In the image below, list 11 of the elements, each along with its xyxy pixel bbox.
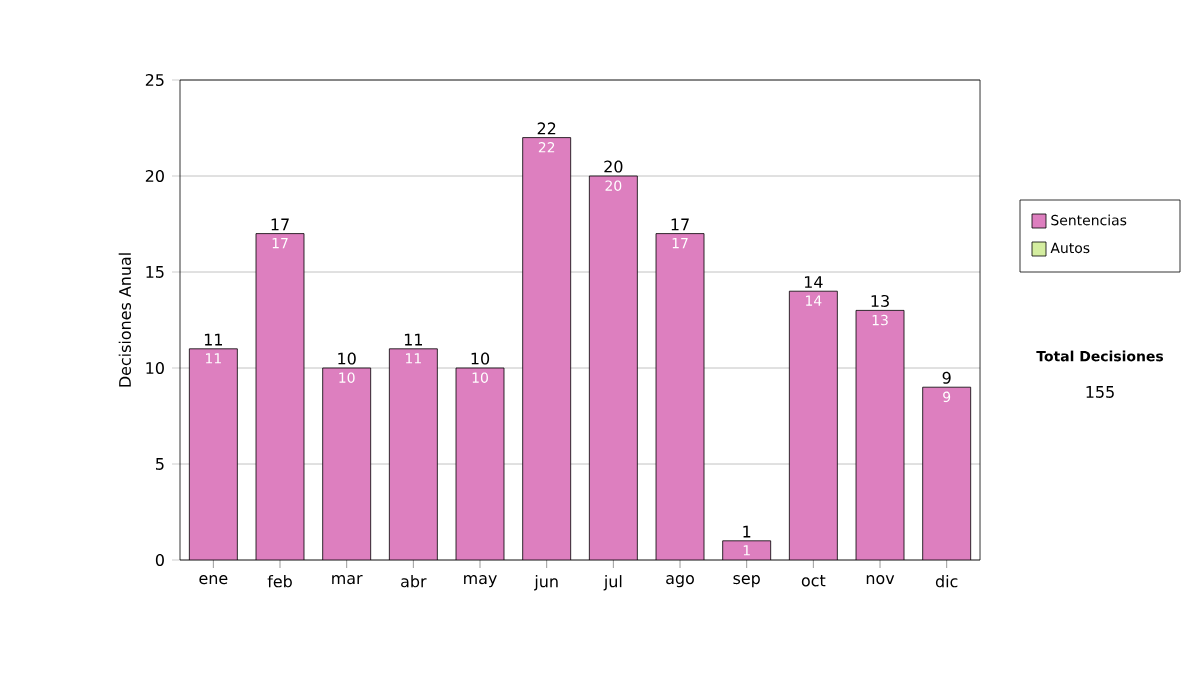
bar <box>589 176 638 560</box>
bar <box>789 291 838 560</box>
bar <box>656 233 705 560</box>
bar <box>456 368 505 560</box>
bar <box>856 310 905 560</box>
bar <box>922 386 972 560</box>
bar <box>189 348 238 560</box>
bar <box>256 233 305 560</box>
bar <box>522 137 571 560</box>
bar <box>389 348 438 560</box>
bar <box>322 368 371 560</box>
